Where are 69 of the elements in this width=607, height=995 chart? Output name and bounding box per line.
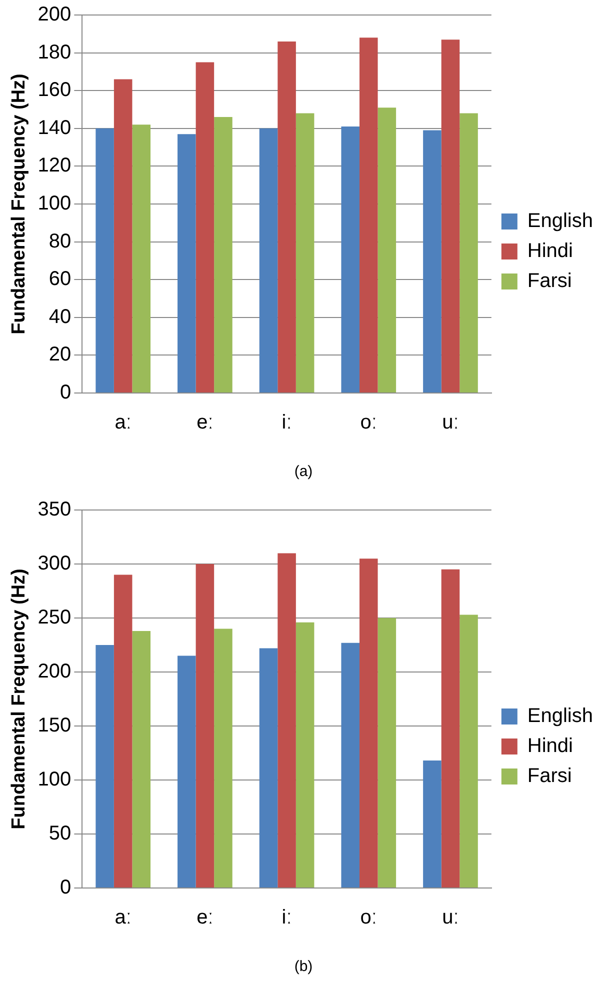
y-tick-label: 0 bbox=[60, 876, 72, 899]
y-tick-label: 20 bbox=[48, 344, 72, 366]
bar bbox=[96, 645, 114, 888]
bar bbox=[460, 113, 478, 392]
y-tick-label: 40 bbox=[48, 306, 72, 328]
text: (a) bbox=[294, 463, 313, 480]
y-axis-title: Fundamental Frequency (Hz) bbox=[8, 74, 30, 334]
x-tick-label: eː bbox=[196, 906, 214, 929]
bar bbox=[178, 656, 196, 888]
bar bbox=[214, 628, 232, 888]
bar bbox=[441, 40, 460, 392]
bar bbox=[341, 642, 360, 888]
y-tick-label: 200 bbox=[38, 660, 72, 683]
y-tick-label: 250 bbox=[38, 606, 72, 629]
legend-label: Farsi bbox=[527, 270, 572, 292]
x-tick-label: uː bbox=[442, 906, 459, 929]
y-tick-label: 150 bbox=[38, 714, 72, 737]
bar bbox=[441, 569, 460, 888]
bar bbox=[278, 41, 296, 392]
x-tick-label: uː bbox=[442, 412, 459, 434]
bar bbox=[178, 134, 196, 392]
bar bbox=[378, 108, 396, 392]
y-tick-label: 50 bbox=[48, 822, 72, 845]
y-tick-label: 160 bbox=[38, 79, 72, 102]
bar bbox=[132, 630, 151, 888]
bar bbox=[296, 622, 314, 888]
legend-label: Hindi bbox=[527, 240, 573, 262]
bar bbox=[460, 614, 478, 888]
bar bbox=[114, 79, 132, 392]
bar bbox=[114, 574, 132, 888]
y-tick-label: 140 bbox=[38, 116, 72, 139]
y-tick-label: 350 bbox=[38, 498, 72, 521]
y-tick-label: 0 bbox=[60, 382, 72, 404]
bar bbox=[259, 648, 278, 888]
y-tick-label: 120 bbox=[38, 154, 72, 177]
legend-label: Hindi bbox=[527, 735, 573, 758]
x-tick-label: iː bbox=[282, 906, 292, 929]
y-tick-label: 80 bbox=[48, 230, 72, 252]
bar bbox=[296, 113, 314, 392]
y-tick-label: 100 bbox=[38, 768, 72, 791]
y-tick-label: 300 bbox=[38, 552, 72, 575]
bar bbox=[214, 117, 232, 392]
legend-label: English bbox=[527, 705, 594, 728]
bar bbox=[341, 126, 360, 392]
bar bbox=[96, 128, 114, 392]
y-axis-title: Fundamental Frequency (Hz) bbox=[8, 568, 30, 830]
x-tick-label: eː bbox=[196, 412, 214, 434]
y-tick-label: 100 bbox=[38, 192, 72, 215]
bar bbox=[259, 128, 278, 392]
legend-label: English bbox=[527, 210, 594, 232]
bar bbox=[196, 62, 214, 392]
bar bbox=[359, 38, 378, 392]
x-tick-label: aː bbox=[114, 906, 132, 929]
x-tick-label: aː bbox=[114, 412, 132, 434]
text: (b) bbox=[294, 958, 313, 976]
y-tick-label: 60 bbox=[48, 268, 72, 290]
bar bbox=[423, 130, 442, 392]
y-tick-label: 180 bbox=[38, 41, 72, 64]
bar bbox=[423, 760, 442, 888]
bar bbox=[359, 558, 378, 888]
legend-label: Farsi bbox=[527, 765, 572, 788]
bar bbox=[132, 124, 151, 392]
y-tick-label: 200 bbox=[38, 4, 72, 26]
bar bbox=[196, 564, 214, 888]
x-tick-label: oː bbox=[360, 906, 377, 929]
bar bbox=[378, 618, 396, 888]
x-tick-label: iː bbox=[282, 412, 292, 434]
bar bbox=[278, 553, 296, 888]
x-tick-label: oː bbox=[360, 412, 377, 434]
